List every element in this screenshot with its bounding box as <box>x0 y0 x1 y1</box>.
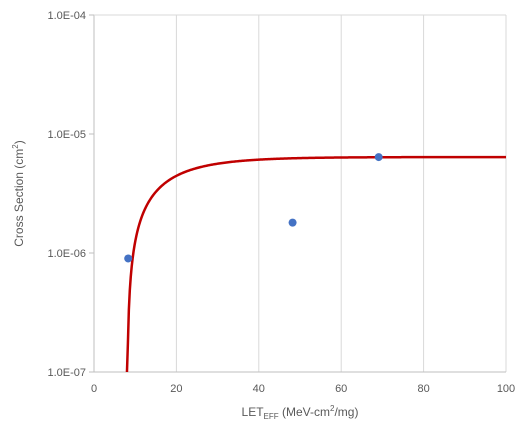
axes <box>89 14 506 373</box>
data-point-1 <box>288 218 297 227</box>
x-tick-label-20: 20 <box>170 383 182 395</box>
tick-labels: 1.0E-07 1.0E-06 1.0E-05 1.0E-04 0 20 40 60 80 100 <box>47 10 515 395</box>
y-axis-title: Cross Section (cm2) <box>11 140 26 246</box>
x-title-sup: 2 <box>330 404 335 413</box>
fit-curve-layer <box>125 155 506 373</box>
x-title-main: LET <box>242 405 265 419</box>
fit-curve <box>125 155 506 373</box>
grid <box>175 15 507 372</box>
x-title-end: /mg) <box>334 405 358 419</box>
x-tick-label-80: 80 <box>417 383 429 395</box>
y-tick-label-3: 1.0E-04 <box>47 10 86 22</box>
y-tick-label-2: 1.0E-05 <box>47 129 86 141</box>
y-title-main: Cross Section (cm <box>12 149 26 247</box>
y-tick-label-1: 1.0E-06 <box>47 248 86 260</box>
x-tick-label-60: 60 <box>335 383 347 395</box>
data-point-2 <box>374 153 383 162</box>
x-title-sub: EFF <box>264 412 279 421</box>
x-title-rest: (MeV-cm <box>279 405 330 419</box>
x-tick-label-40: 40 <box>253 383 265 395</box>
data-points <box>124 153 383 263</box>
x-tick-label-0: 0 <box>91 383 97 395</box>
data-point-0 <box>124 254 133 263</box>
y-title-sup: 2 <box>11 144 20 149</box>
y-title-end: ) <box>12 140 26 144</box>
y-tick-label-0: 1.0E-07 <box>47 367 86 379</box>
x-axis-title: LETEFF (MeV-cm2/mg) <box>242 404 359 421</box>
x-tick-label-100: 100 <box>497 383 515 395</box>
